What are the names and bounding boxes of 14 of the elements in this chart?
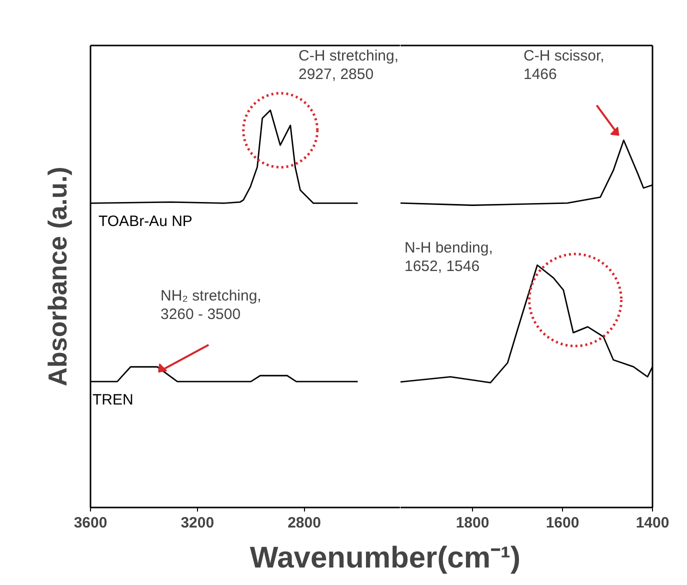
x-tick-label: 3600 bbox=[74, 514, 108, 532]
series-label: TREN bbox=[92, 392, 134, 409]
x-tick-label: 3200 bbox=[180, 514, 214, 532]
x-tick-label: 1400 bbox=[636, 514, 670, 532]
x-axis-title: Wavenumber(cm⁻¹) bbox=[250, 542, 521, 574]
x-tick-label: 1600 bbox=[546, 514, 580, 532]
text: C-H scissor, 1466 bbox=[524, 48, 604, 84]
series-label: TOABr-Au NP bbox=[98, 213, 192, 230]
x-tick-label: 1800 bbox=[456, 514, 490, 532]
annotation: N-H bending, 1652, 1546 bbox=[404, 240, 493, 276]
y-axis-title: Absorbance (a.u.) bbox=[42, 166, 72, 386]
x-tick-label: 2800 bbox=[288, 514, 321, 532]
text: C-H stretching, 2927, 2850 bbox=[298, 48, 399, 84]
annotation: NH₂ stretching, 3260 - 3500 bbox=[160, 288, 262, 324]
